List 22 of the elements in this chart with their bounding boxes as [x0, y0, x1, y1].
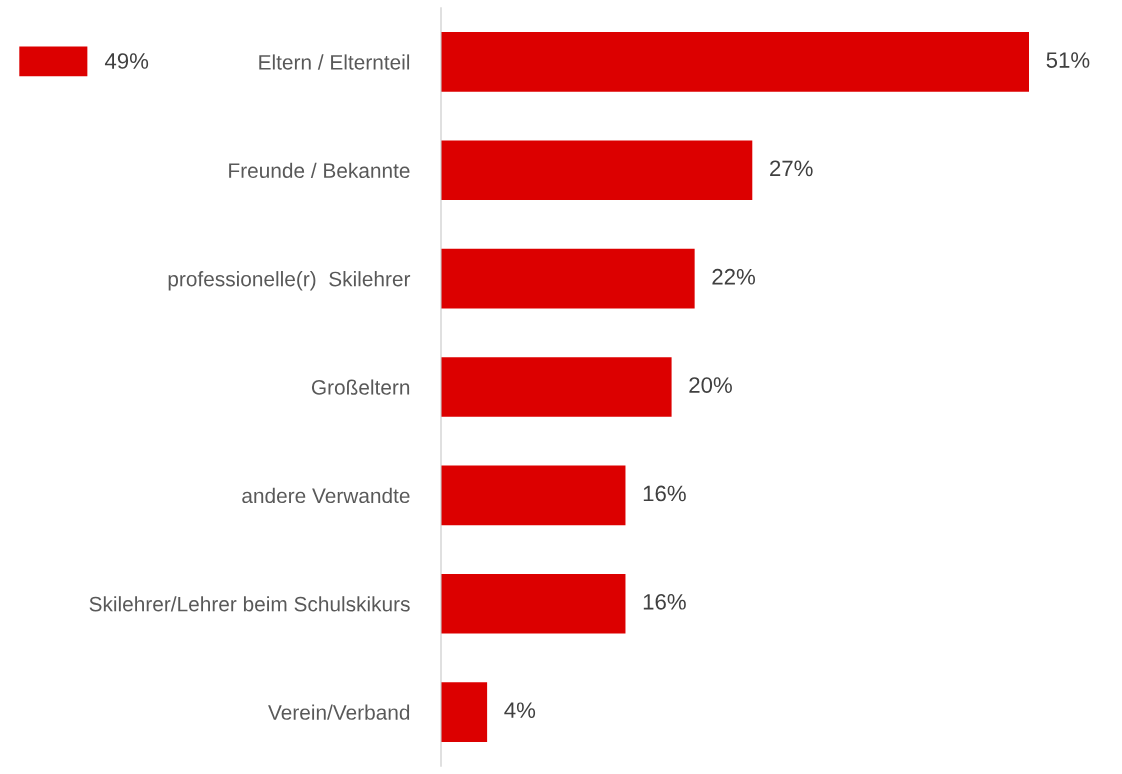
bar	[441, 682, 488, 742]
y-tick-label: andere Verwandte	[242, 487, 410, 504]
bar	[441, 32, 1029, 92]
y-tick-label: Skilehrer/Lehrer beim Schulskikurs	[89, 596, 410, 612]
data-label: 20%	[689, 377, 732, 393]
y-tick-label: professionelle(r) Skilehrer	[168, 271, 411, 291]
y-tick-label: Freunde / Bekannte	[229, 162, 410, 179]
bar	[441, 140, 753, 201]
y-tick-label: Großeltern	[311, 379, 410, 395]
data-label: 4%	[504, 702, 536, 718]
data-label: 22%	[712, 268, 755, 285]
y-tick-label: Verein/Verband	[268, 704, 410, 720]
y-tick-label: Eltern / Elternteil	[259, 54, 410, 70]
data-label: 51%	[1046, 52, 1090, 68]
data-label: 16%	[643, 593, 686, 610]
data-label: 16%	[643, 485, 686, 502]
bar	[441, 248, 695, 309]
bar	[441, 465, 626, 526]
legend-label: 49%	[104, 53, 149, 69]
data-label: 27%	[770, 160, 813, 177]
bar	[441, 357, 672, 417]
bar	[441, 573, 626, 634]
